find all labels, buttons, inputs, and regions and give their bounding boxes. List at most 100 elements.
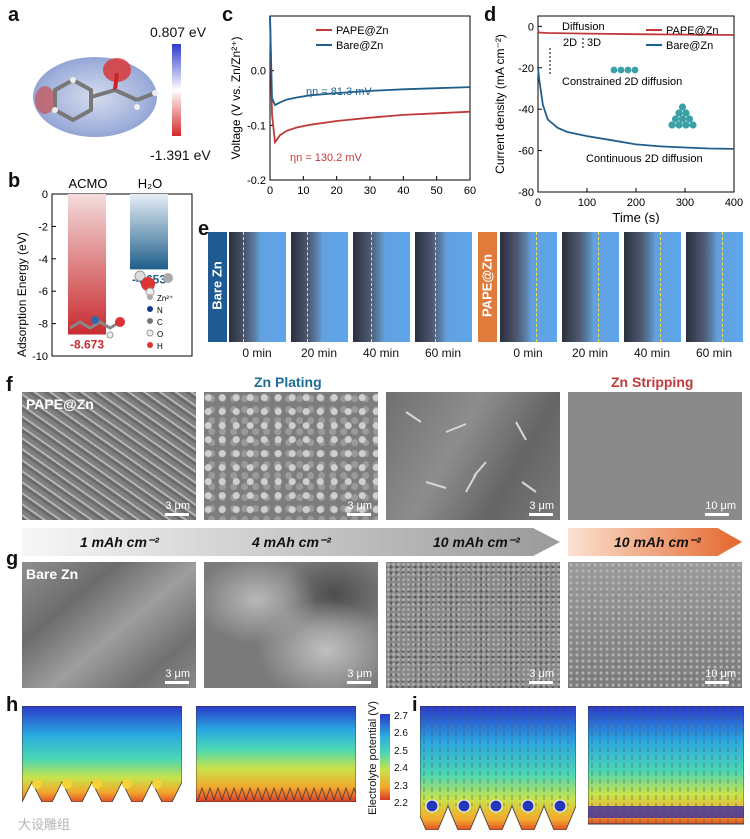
sem-g-4: 10 μm xyxy=(568,562,742,688)
annot-constrained: Constrained 2D diffusion xyxy=(562,76,682,88)
scale-bar-f-3: 3 μm xyxy=(529,500,554,516)
x-axis-label: Time (s) xyxy=(612,210,659,224)
water-molecule-icon xyxy=(134,270,173,297)
b-tick-label: -10 xyxy=(32,351,48,362)
frame-time-label: 20 min xyxy=(300,346,338,360)
esp-max-label: 0.807 eV xyxy=(150,24,207,40)
b-value-acmo: -8.673 xyxy=(70,338,104,352)
sphere-icon xyxy=(682,121,690,129)
scale-bar-g-3: 3 μm xyxy=(529,668,554,684)
zn-stripping-title: Zn Stripping xyxy=(611,374,694,390)
legend-zn: Zn²⁺ xyxy=(157,294,173,303)
esp-molecule-image xyxy=(33,57,158,137)
panel-label-i: i xyxy=(412,694,418,716)
optical-frame-bare-1 xyxy=(291,232,348,342)
y-axis-label: Voltage (V vs. Zn/Zn²⁺) xyxy=(229,36,243,159)
scale-label-f-1: 3 μm xyxy=(165,500,190,512)
capacity-label-4: 10 mAh cm⁻² xyxy=(614,534,701,550)
scale-bar-f-2: 3 μm xyxy=(347,500,372,516)
cb-tick-3: 2.4 xyxy=(394,763,408,775)
optical-frame-pape-3 xyxy=(686,232,743,342)
voltage-time-chart: 0 10 20 30 40 50 60 0.0 -0.1 -0.2 Time (min) Voltag… xyxy=(229,15,476,200)
scale-bar-g-1: 3 μm xyxy=(165,668,190,684)
panel-label-g: g xyxy=(6,548,19,570)
dendrite-front-line xyxy=(598,232,599,342)
colorbar-ticks: 2.7 2.6 2.5 2.4 2.3 2.2 xyxy=(394,708,408,812)
x-tick-label: 400 xyxy=(725,197,743,209)
optical-frame-pape-1 xyxy=(562,232,619,342)
frame-time-label: 60 min xyxy=(695,346,733,360)
scale-label-g-3: 3 μm xyxy=(529,668,554,680)
scale-bar-g-4: 10 μm xyxy=(705,668,736,684)
b-tick-label: 0 xyxy=(42,189,48,201)
panel-label-b: b xyxy=(8,170,21,192)
frame-time-label: 0 min xyxy=(513,346,543,360)
cb-tick-4: 2.3 xyxy=(394,780,408,792)
y-tick-label: -0.1 xyxy=(247,120,266,132)
x-tick-label: 40 xyxy=(397,185,409,197)
b-cat-0: ACMO xyxy=(69,176,108,191)
sem-g-3: 3 μm xyxy=(386,562,560,688)
sem-f-3: 3 μm xyxy=(386,392,560,520)
acmo-molecule-icon xyxy=(69,316,125,339)
annot-continuous: Continuous 2D diffusion xyxy=(586,153,703,165)
y-tick-label: -0.2 xyxy=(247,175,266,187)
sphere-icon xyxy=(624,66,632,74)
sem-g-1: Bare Zn 3 μm xyxy=(22,562,196,688)
x-tick-label: 60 xyxy=(464,185,476,197)
sphere-icon xyxy=(689,121,697,129)
optical-frame-bare-0 xyxy=(229,232,286,342)
sphere-icon xyxy=(617,66,625,74)
y-tick-label: -60 xyxy=(518,146,534,158)
scale-bar-g-2: 3 μm xyxy=(347,668,372,684)
scale-label-f-4: 10 μm xyxy=(705,500,736,512)
annot-diffusion: Diffusion xyxy=(562,21,605,33)
x-tick-label: 300 xyxy=(676,197,694,209)
dendrite-front-line xyxy=(243,232,244,342)
series-line-barezn xyxy=(537,67,735,150)
pape-zn-side-label: PAPE@Zn xyxy=(478,232,497,342)
zn-plating-title: Zn Plating xyxy=(254,374,322,390)
sem-f-1: PAPE@Zn 3 μm xyxy=(22,392,196,520)
sem-g-2: 3 μm xyxy=(204,562,378,688)
dendrite-front-line xyxy=(660,232,661,342)
capacity-arrow-stripping xyxy=(568,528,742,556)
simulation-i-1 xyxy=(420,706,576,830)
y-tick-label: -40 xyxy=(518,104,534,116)
x-axis-label: Time (min) xyxy=(339,198,401,200)
sphere-icon xyxy=(675,121,683,129)
x-tick-label: 10 xyxy=(297,185,309,197)
sem-f-4: 10 μm xyxy=(568,392,742,520)
scale-label-g-4: 10 μm xyxy=(705,668,736,680)
dendrite-front-line xyxy=(307,232,308,342)
panel-label-e: e xyxy=(198,218,210,240)
scale-label-g-1: 3 μm xyxy=(165,668,190,680)
simulation-h-2 xyxy=(196,706,356,802)
frame-time-label: 60 min xyxy=(424,346,462,360)
dendrite-front-line xyxy=(371,232,372,342)
sphere-icon xyxy=(668,121,676,129)
cb-tick-0: 2.7 xyxy=(394,711,408,722)
frame-time-label: 20 min xyxy=(571,346,609,360)
legend-n: N xyxy=(157,306,163,315)
sem-g-1-sample-label: Bare Zn xyxy=(26,566,79,582)
sphere-icon xyxy=(610,66,618,74)
annotation-pape: ηn = 130.2 mV xyxy=(290,152,363,164)
x-tick-label: 200 xyxy=(627,197,645,209)
x-tick-label: 0 xyxy=(267,185,273,197)
simulation-i-2 xyxy=(588,706,744,825)
watermark: 大设雕组 xyxy=(18,817,71,832)
scale-label-g-2: 3 μm xyxy=(347,668,372,680)
b-tick-label: -6 xyxy=(38,286,48,298)
b-tick-label: -4 xyxy=(38,254,48,266)
capacity-label-2: 4 mAh cm⁻² xyxy=(252,534,331,550)
sphere-icon xyxy=(631,66,639,74)
sphere-icon xyxy=(682,109,690,117)
optical-frame-pape-2 xyxy=(624,232,681,342)
x-tick-label: 50 xyxy=(431,185,443,197)
capacity-arrow-plating xyxy=(22,528,560,556)
b-tick-label: -2 xyxy=(38,221,48,233)
sem-f-2: 3 μm xyxy=(204,392,378,520)
scale-label-f-3: 3 μm xyxy=(529,500,554,512)
b-tick-label: -8 xyxy=(38,319,48,331)
